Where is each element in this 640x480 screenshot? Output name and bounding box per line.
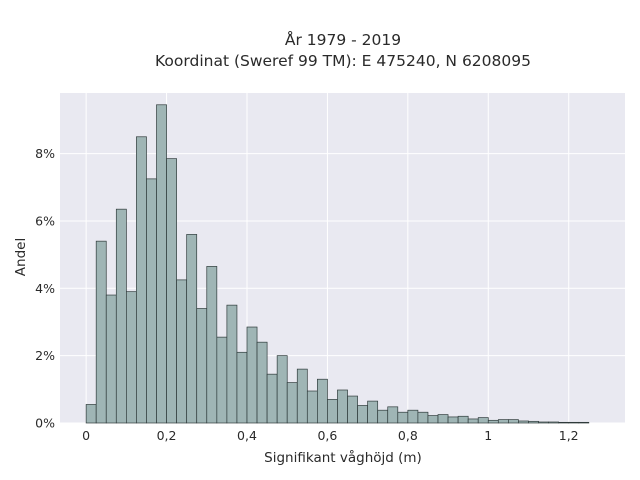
histogram-bar	[286, 382, 298, 424]
histogram-bar	[85, 404, 97, 424]
histogram-bar	[417, 411, 429, 424]
histogram-bar	[126, 291, 137, 424]
histogram-bar	[236, 351, 248, 424]
histogram-bar	[347, 395, 358, 424]
x-tick-label: 0,2	[157, 428, 177, 443]
x-axis-label: Signifikant våghöjd (m)	[264, 449, 422, 466]
histogram-bar	[266, 373, 278, 424]
y-tick-label: 8%	[35, 146, 55, 161]
x-tick-label: 1,2	[559, 428, 579, 443]
histogram-bar	[377, 409, 389, 424]
histogram-bar	[568, 421, 580, 424]
histogram-bar	[296, 368, 308, 424]
histogram-bar	[397, 411, 409, 424]
histogram-bar	[427, 415, 439, 424]
histogram-bar	[306, 390, 318, 424]
histogram-bar	[407, 409, 419, 424]
histogram-bar	[166, 158, 177, 424]
histogram-bar	[457, 415, 469, 424]
chart-title: År 1979 - 2019	[285, 30, 401, 49]
y-tick-label: 2%	[35, 348, 55, 363]
x-tick-label: 0	[82, 428, 90, 443]
y-tick-label: 6%	[35, 213, 55, 228]
histogram-bar	[115, 208, 127, 424]
histogram-bar	[437, 414, 449, 424]
histogram-bar	[477, 417, 489, 424]
histogram-bar	[528, 420, 539, 424]
histogram-bar	[327, 399, 338, 424]
y-tick-label: 4%	[35, 281, 55, 296]
histogram-bar	[578, 421, 590, 424]
histogram-bar	[186, 234, 198, 424]
histogram-bar	[146, 178, 157, 424]
chart-subtitle: Koordinat (Sweref 99 TM): E 475240, N 62…	[155, 52, 531, 70]
histogram-bar	[156, 104, 167, 424]
tick-labels: 0 0,2 0,4 0,6 0,8 1 1,2 0% 2% 4% 6% 8%	[35, 146, 578, 443]
histogram-bar	[387, 406, 399, 424]
histogram-bar	[246, 326, 258, 424]
histogram-bar	[548, 421, 559, 424]
histogram-bar	[367, 400, 379, 424]
histogram-bar	[216, 336, 228, 424]
histogram-bar	[447, 416, 459, 424]
histogram-bar	[337, 389, 348, 424]
histogram-bar	[276, 355, 288, 424]
histogram-bar	[176, 279, 188, 424]
x-tick-label: 1	[484, 428, 492, 443]
histogram-bar	[558, 421, 570, 424]
histogram-bar	[256, 341, 268, 424]
y-axis-label: Andel	[13, 238, 29, 276]
histogram-bar	[538, 421, 549, 424]
x-tick-label: 0,6	[317, 428, 337, 443]
histogram-bar	[136, 136, 147, 424]
histogram-bar	[518, 420, 529, 424]
histogram-bar	[487, 419, 499, 424]
bars	[85, 104, 590, 424]
histogram-bar	[105, 294, 117, 424]
histogram-bar	[508, 419, 519, 424]
histogram-bar	[317, 378, 328, 424]
x-tick-label: 0,4	[237, 428, 257, 443]
histogram-bar	[467, 418, 479, 424]
histogram-bar	[226, 304, 238, 424]
histogram-bar	[95, 240, 107, 424]
histogram-bar	[206, 266, 218, 424]
histogram-bar	[357, 405, 368, 424]
histogram-bar	[497, 419, 509, 424]
histogram-bar	[196, 308, 208, 424]
x-tick-label: 0,8	[398, 428, 418, 443]
y-tick-label: 0%	[35, 416, 55, 431]
